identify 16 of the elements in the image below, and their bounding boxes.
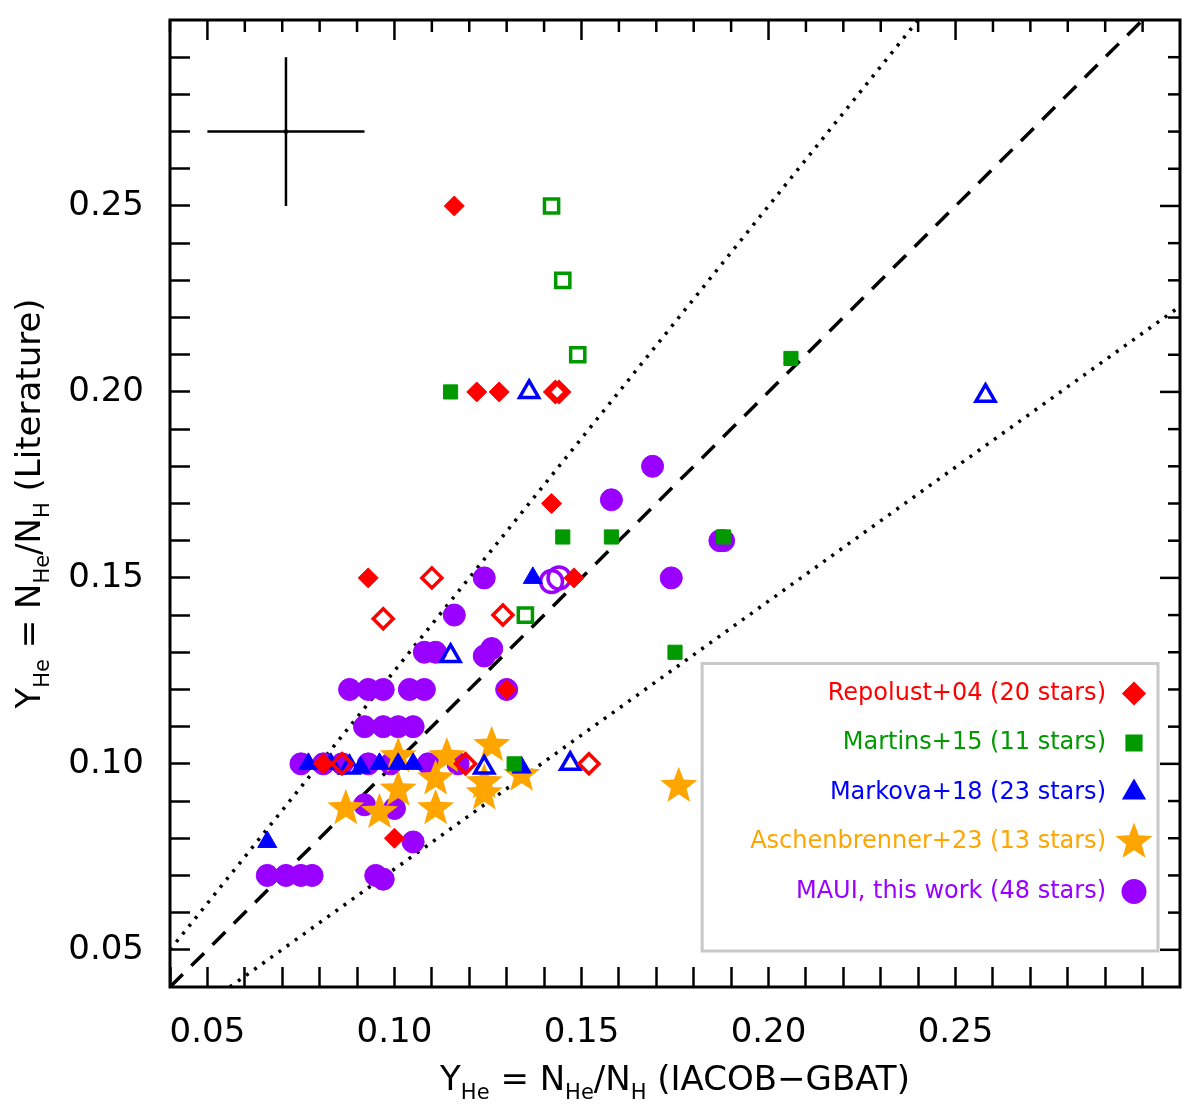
x-tick-label: 0.05 <box>169 1010 246 1051</box>
y-tick-label: 0.25 <box>68 182 144 223</box>
y-tick-label: 0.05 <box>68 926 144 967</box>
x-tick-label: 0.20 <box>730 1010 807 1051</box>
x-tick-label: 0.15 <box>543 1010 620 1051</box>
legend-label: Aschenbrenner+23 (13 stars) <box>750 826 1106 855</box>
legend-label: Markova+18 (23 stars) <box>829 776 1106 805</box>
x-tick-label: 0.10 <box>356 1010 433 1051</box>
y-axis-title: YHe = NHe/NH (Literature) <box>8 298 54 710</box>
legend-label: Martins+15 (11 stars) <box>842 727 1106 756</box>
legend-label: Repolust+04 (20 stars) <box>827 677 1106 706</box>
y-tick-label: 0.10 <box>68 740 144 781</box>
y-tick-label: 0.15 <box>68 554 144 595</box>
y-tick-label: 0.20 <box>68 368 144 409</box>
legend-label: MAUI, this work (48 stars) <box>795 875 1106 904</box>
x-tick-label: 0.25 <box>917 1010 994 1051</box>
